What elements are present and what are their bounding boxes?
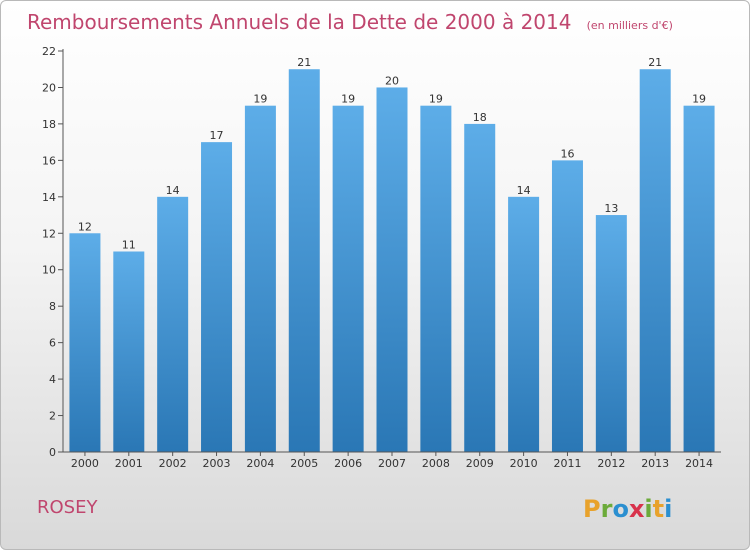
x-tick-label-2000: 2000 xyxy=(71,457,99,470)
x-tick-label-2012: 2012 xyxy=(597,457,625,470)
bar-2001 xyxy=(113,251,145,452)
y-tick-label: 8 xyxy=(49,300,56,313)
logo-letter: r xyxy=(601,495,613,523)
data-label-2001: 11 xyxy=(122,239,136,252)
data-label-2014: 19 xyxy=(692,93,706,106)
logo-letter: x xyxy=(629,495,645,523)
y-tick-label: 16 xyxy=(42,154,56,167)
data-label-2007: 20 xyxy=(385,74,399,87)
data-label-2013: 21 xyxy=(648,56,662,69)
y-tick-label: 22 xyxy=(42,45,56,58)
y-tick-label: 2 xyxy=(49,410,56,423)
bar-2014 xyxy=(683,105,715,452)
chart-title: Remboursements Annuels de la Dette de 20… xyxy=(27,10,673,34)
bar-2006 xyxy=(332,105,364,452)
data-label-2003: 17 xyxy=(210,129,224,142)
x-tick-label-2013: 2013 xyxy=(641,457,669,470)
bar-2008 xyxy=(420,105,452,452)
x-tick-label-2010: 2010 xyxy=(510,457,538,470)
commune-name: ROSEY xyxy=(37,497,98,518)
chart-title-main: Remboursements Annuels de la Dette de 20… xyxy=(27,10,571,34)
x-tick-label-2007: 2007 xyxy=(378,457,406,470)
bar-2011 xyxy=(551,160,583,452)
bar-2004 xyxy=(244,105,276,452)
y-tick-label: 6 xyxy=(49,337,56,350)
y-tick-label: 4 xyxy=(49,373,56,386)
logo-letter: i xyxy=(664,495,672,523)
logo-letter: t xyxy=(653,495,664,523)
x-tick-label-2001: 2001 xyxy=(115,457,143,470)
bar-2010 xyxy=(508,196,540,452)
x-tick-label-2014: 2014 xyxy=(685,457,713,470)
proxiti-logo: Proxiti xyxy=(583,495,672,523)
data-label-2008: 19 xyxy=(429,93,443,106)
bar-2005 xyxy=(288,69,320,453)
y-tick-label: 10 xyxy=(42,264,56,277)
x-tick-label-2006: 2006 xyxy=(334,457,362,470)
data-label-2012: 13 xyxy=(604,202,618,215)
logo-letter: i xyxy=(644,495,652,523)
x-tick-label-2002: 2002 xyxy=(159,457,187,470)
logo-letter: P xyxy=(583,495,601,523)
data-label-2010: 14 xyxy=(517,184,531,197)
x-tick-label-2004: 2004 xyxy=(246,457,274,470)
bar-2002 xyxy=(157,196,189,452)
chart-title-unit: (en milliers d'€) xyxy=(587,19,673,32)
x-tick-label-2011: 2011 xyxy=(553,457,581,470)
y-axis: 0 2 4 6 8 10 12 14 16 18 20 22 xyxy=(42,45,64,459)
y-tick-label: 18 xyxy=(42,118,56,131)
data-label-2011: 16 xyxy=(560,147,574,160)
data-label-2005: 21 xyxy=(297,56,311,69)
bar-2009 xyxy=(464,123,496,452)
y-tick-label: 20 xyxy=(42,81,56,94)
bars-group: 12 11 14 17 19 21 19 20 19 18 14 16 13 21 19 xyxy=(69,56,715,453)
y-tick-label: 12 xyxy=(42,227,56,240)
bar-2003 xyxy=(201,142,233,453)
x-axis: 2000 2001 2002 2003 2004 2005 2006 2007 2008 2009… xyxy=(63,451,721,470)
data-label-2004: 19 xyxy=(253,93,267,106)
x-tick-label-2009: 2009 xyxy=(466,457,494,470)
x-tick-label-2008: 2008 xyxy=(422,457,450,470)
bar-2013 xyxy=(639,69,671,453)
data-label-2006: 19 xyxy=(341,93,355,106)
data-label-2002: 14 xyxy=(166,184,180,197)
data-label-2009: 18 xyxy=(473,111,487,124)
x-tick-label-2005: 2005 xyxy=(290,457,318,470)
y-tick-label: 0 xyxy=(49,446,56,459)
y-tick-label: 14 xyxy=(42,191,56,204)
bar-2012 xyxy=(595,215,627,452)
x-tick-label-2003: 2003 xyxy=(203,457,231,470)
logo-letter: o xyxy=(612,495,629,523)
data-label-2000: 12 xyxy=(78,220,92,233)
bar-2007 xyxy=(376,87,408,453)
bar-2000 xyxy=(69,233,101,452)
